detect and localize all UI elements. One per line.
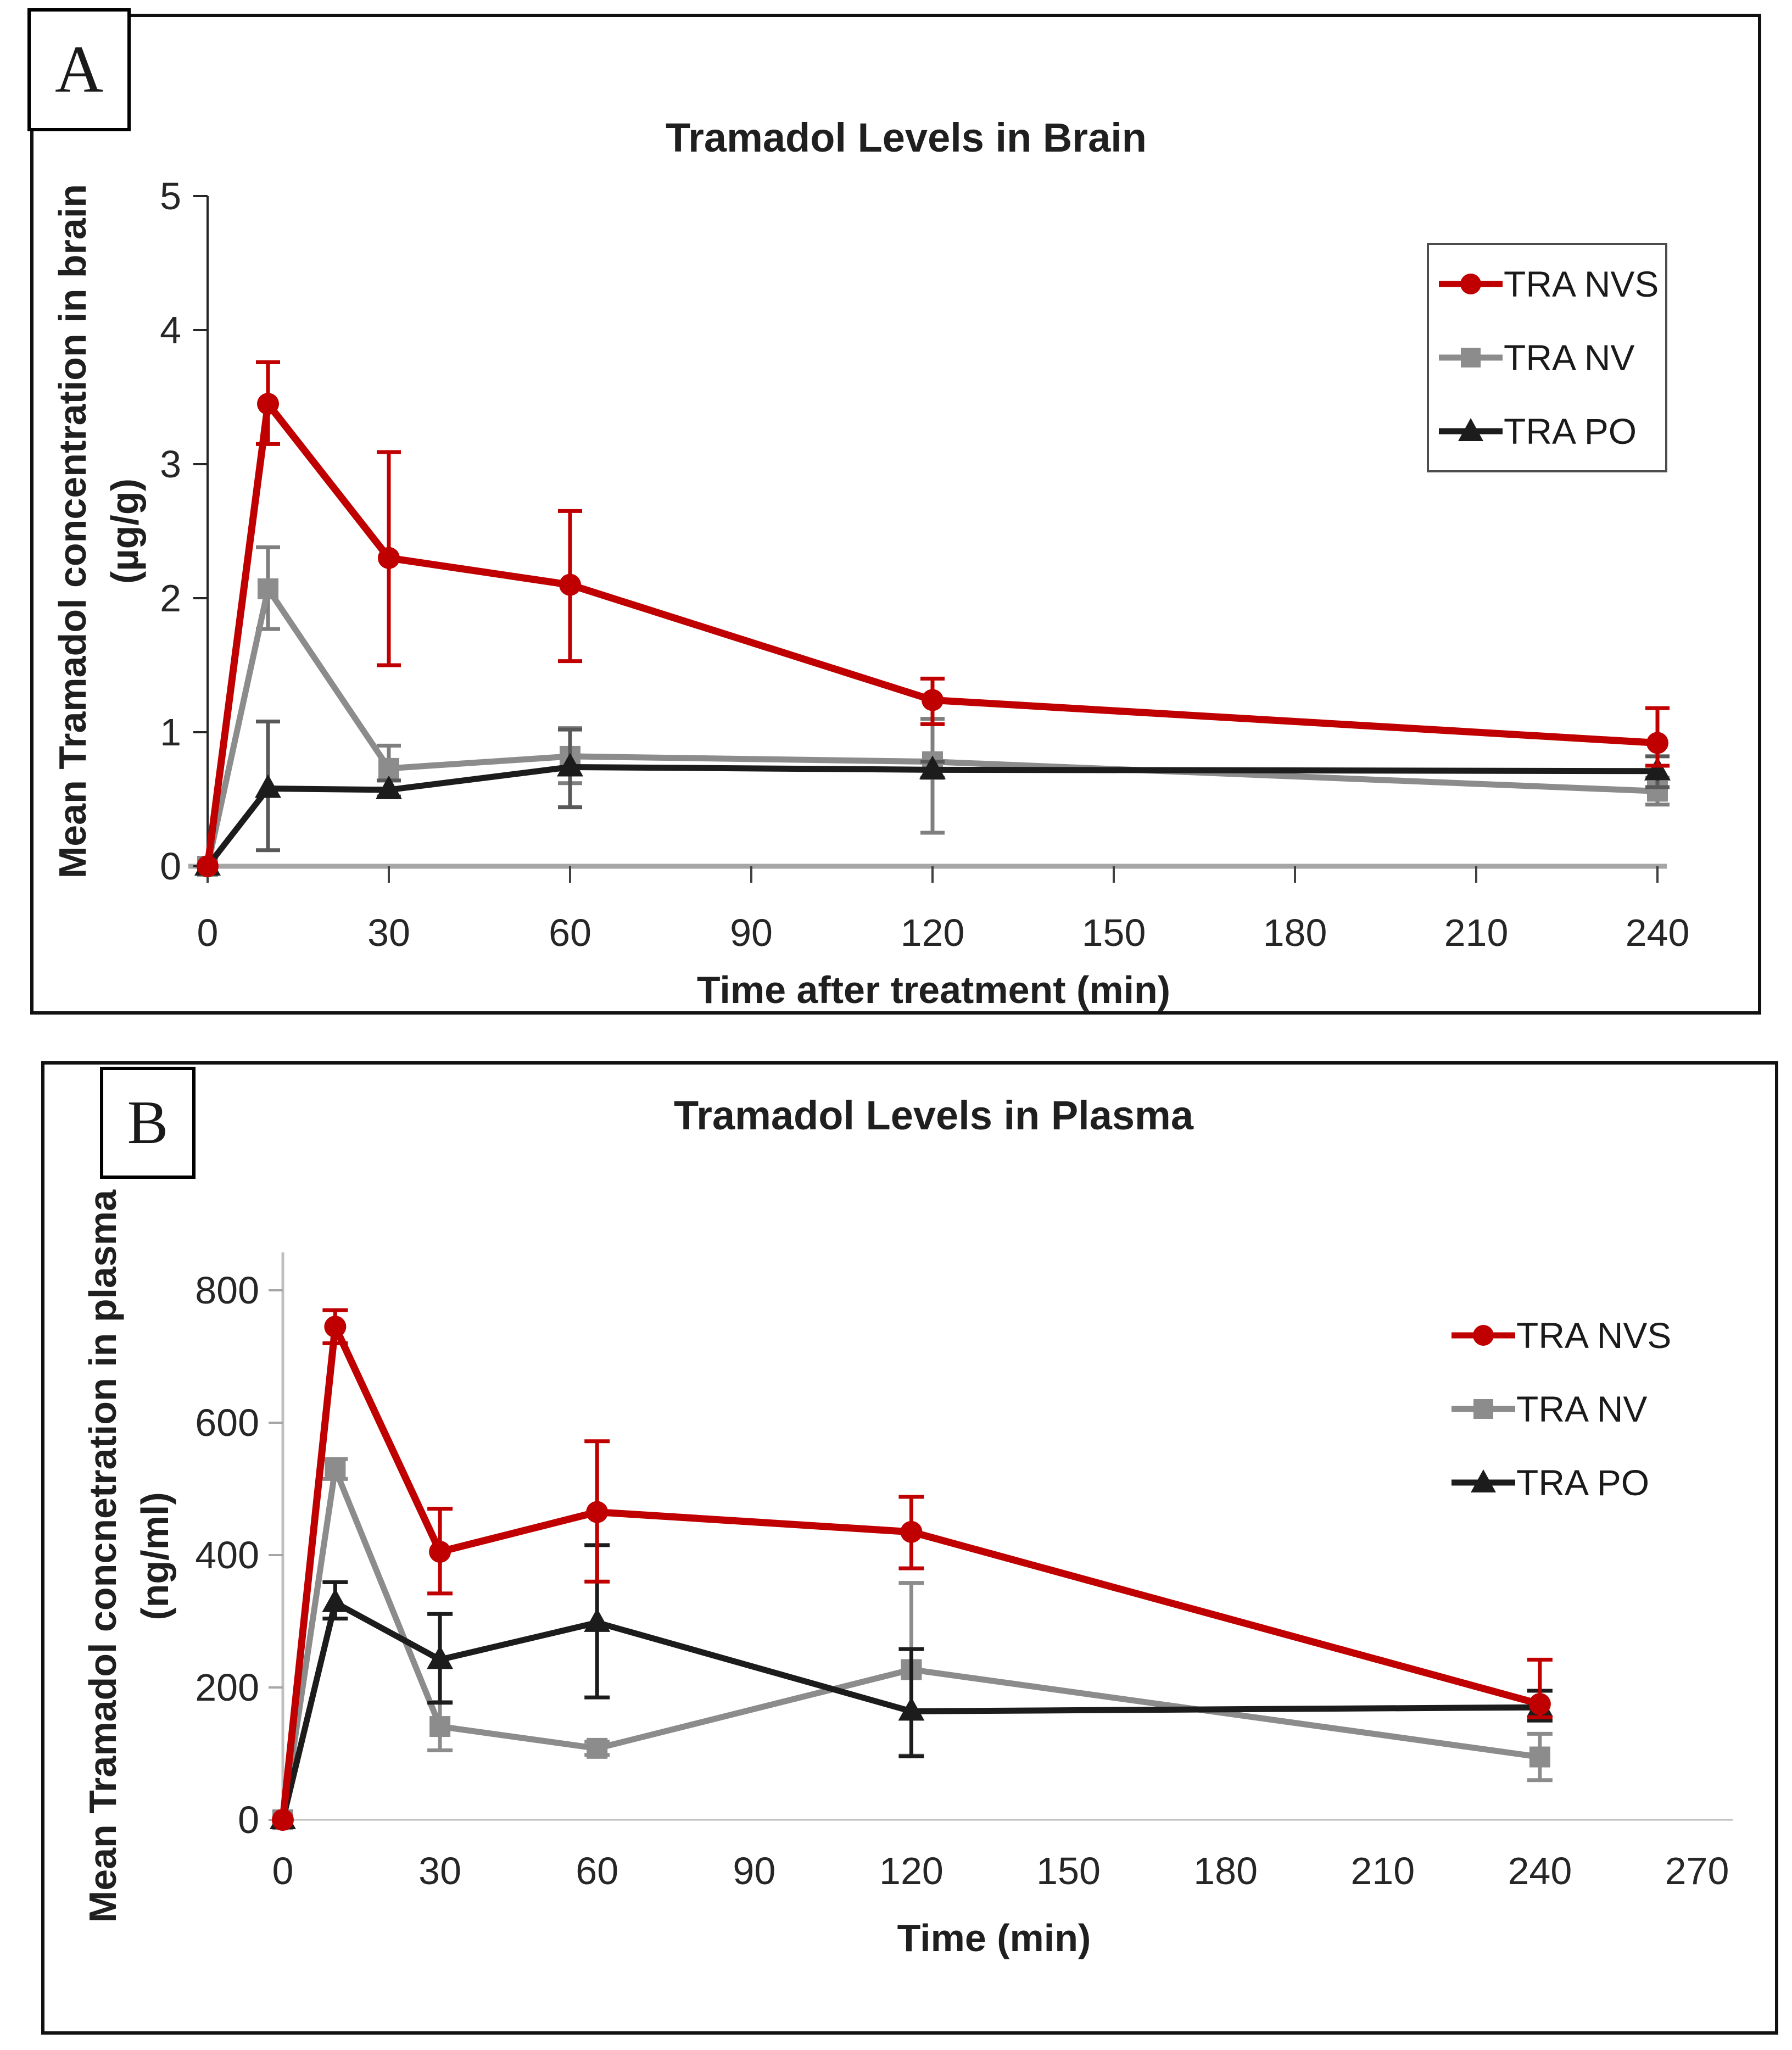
legend-item-tra-nv: TRA NV [1442, 1372, 1727, 1446]
legend-label: TRA NV [1504, 337, 1635, 378]
legend-marker-square-icon [1439, 348, 1503, 367]
marker-square-tra-nv [325, 1458, 346, 1480]
legend-item-tra-nvs: TRA NVS [1442, 1299, 1727, 1372]
legend-item-tra-nv: TRA NV [1429, 321, 1665, 394]
marker-circle-tra-nvs [429, 1540, 451, 1563]
panel-a-letter: A [54, 32, 104, 107]
marker-circle-tra-nvs [922, 689, 944, 711]
chart-b-title: Tramadol Levels in Plasma [674, 1093, 1193, 1138]
marker-triangle-tra-po [376, 775, 402, 799]
panel-b-label-box: B [100, 1067, 196, 1179]
x-tick-label: 240 [1508, 1850, 1572, 1892]
marker-triangle-tra-po [322, 1588, 349, 1612]
legend-marker-circle-icon [1439, 274, 1503, 294]
marker-triangle-tra-po [427, 1645, 454, 1669]
y-tick-label: 4 [160, 309, 181, 352]
legend-marker-circle-icon [1452, 1325, 1515, 1346]
x-tick-label: 90 [733, 1850, 775, 1892]
panel-b-letter: B [127, 1088, 169, 1157]
x-tick-label: 120 [879, 1850, 944, 1892]
series-line-tra-po [205, 764, 1658, 868]
x-tick-label: 30 [418, 1850, 461, 1892]
marker-square-tra-nv [258, 578, 278, 599]
marker-triangle-tra-po [898, 1697, 925, 1721]
marker-circle-tra-nvs [257, 393, 279, 415]
marker-triangle-tra-po [255, 774, 281, 798]
marker-square-tra-nv [587, 1737, 608, 1759]
y-tick-label: 2 [160, 577, 181, 620]
series-line-tra-nvs [204, 400, 1658, 867]
legend-label: TRA NV [1516, 1389, 1648, 1429]
x-tick-label: 210 [1444, 911, 1509, 954]
legend-marker-triangle-icon [1439, 418, 1503, 441]
marker-circle-tra-nvs [272, 1809, 294, 1831]
marker-triangle-tra-po [1644, 756, 1671, 781]
legend-item-tra-nvs: TRA NVS [1429, 247, 1665, 321]
marker-circle-tra-nvs [900, 1520, 923, 1543]
marker-circle-tra-nvs [197, 855, 219, 877]
y-tick-label: 0 [160, 845, 181, 888]
x-tick-label: 180 [1263, 911, 1327, 954]
x-tick-label: 0 [272, 1850, 294, 1892]
series-line-tra-nv [204, 586, 1658, 867]
legend-item-tra-po: TRA PO [1442, 1446, 1727, 1519]
y-tick-label: 200 [195, 1666, 259, 1709]
chart-b-x-axis-title: Time (min) [897, 1917, 1091, 1959]
marker-triangle-tra-po [584, 1608, 611, 1632]
marker-square-tra-nv [378, 757, 399, 779]
series-line-tra-nvs [279, 1323, 1541, 1820]
legend-label: TRA PO [1504, 411, 1637, 452]
y-tick-label: 1 [160, 711, 181, 754]
x-tick-label: 60 [549, 911, 591, 954]
chart-a-x-axis-title: Time after treatment (min) [696, 968, 1171, 1011]
x-tick-label: 270 [1665, 1850, 1729, 1892]
x-tick-label: 120 [901, 911, 965, 954]
marker-circle-tra-nvs [559, 573, 581, 596]
x-tick-label: 30 [367, 911, 410, 954]
panel-a-label-box: A [27, 8, 131, 131]
y-tick-label: 400 [195, 1534, 259, 1577]
chart-a-title: Tramadol Levels in Brain [666, 115, 1147, 160]
marker-circle-tra-nvs [1528, 1693, 1551, 1715]
series-line-tra-po [280, 1600, 1540, 1821]
marker-circle-tra-nvs [324, 1316, 347, 1338]
marker-circle-tra-nvs [586, 1501, 609, 1523]
y-tick-label: 800 [195, 1269, 259, 1312]
x-tick-label: 240 [1626, 911, 1690, 954]
x-tick-label: 180 [1193, 1850, 1258, 1892]
y-tick-label: 0 [238, 1798, 259, 1841]
x-tick-label: 210 [1350, 1850, 1415, 1892]
legend-item-tra-po: TRA PO [1429, 394, 1665, 468]
legend-marker-square-icon [1452, 1399, 1515, 1419]
x-tick-label: 150 [1036, 1850, 1101, 1892]
marker-square-tra-nv [1529, 1746, 1550, 1768]
marker-triangle-tra-po [919, 755, 946, 779]
x-tick-label: 150 [1082, 911, 1146, 954]
x-tick-label: 60 [576, 1850, 618, 1892]
chart-a-legend: TRA NVS TRA NV TRA PO [1427, 243, 1667, 472]
legend-marker-triangle-icon [1452, 1469, 1515, 1492]
legend-label: TRA NVS [1504, 264, 1659, 304]
chart-b-legend: TRA NVS TRA NV TRA PO [1442, 1296, 1727, 1522]
panel-a-brain [30, 14, 1761, 1015]
y-tick-label: 3 [160, 443, 181, 486]
y-tick-label: 600 [195, 1401, 259, 1444]
y-tick-label: 5 [160, 175, 181, 218]
legend-label: TRA NVS [1516, 1315, 1672, 1356]
marker-triangle-tra-po [557, 753, 583, 777]
marker-circle-tra-nvs [1646, 732, 1668, 754]
marker-circle-tra-nvs [378, 547, 400, 569]
series-line-tra-nv [280, 1466, 1540, 1820]
marker-square-tra-nv [429, 1716, 451, 1737]
x-tick-label: 0 [197, 911, 219, 954]
legend-label: TRA PO [1516, 1462, 1650, 1503]
x-tick-label: 90 [730, 911, 773, 954]
